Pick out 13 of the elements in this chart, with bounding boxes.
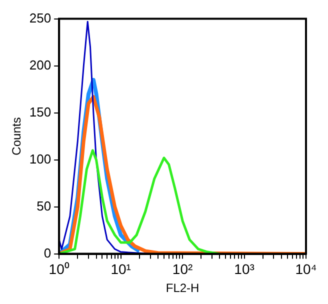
x-tick-label: 10⁰ [48, 261, 70, 278]
x-tick-label: 10² [172, 261, 193, 278]
y-tick-label: 200 [29, 57, 52, 72]
x-tick-label: 10⁴ [295, 261, 317, 278]
y-tick-label: 250 [29, 10, 52, 26]
x-axis-title: FL2-H [166, 281, 200, 296]
y-axis-title: Counts [10, 117, 24, 156]
y-tick-label: 50 [36, 198, 52, 214]
y-tick-label: 150 [29, 104, 52, 120]
y-tick-label: 0 [44, 245, 52, 260]
x-tick-label: 10³ [234, 261, 255, 278]
y-tick-label: 100 [29, 151, 52, 166]
x-tick-label: 10¹ [110, 261, 132, 278]
